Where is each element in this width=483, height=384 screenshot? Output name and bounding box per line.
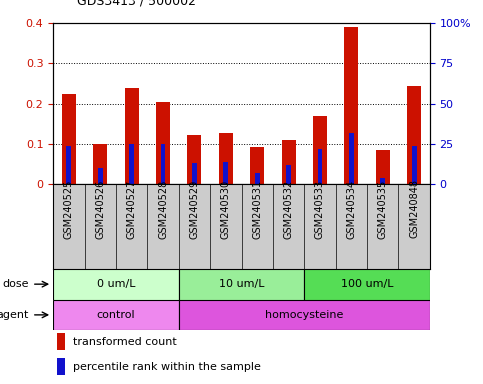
- Text: dose: dose: [3, 279, 29, 289]
- Bar: [282, 140, 296, 184]
- Bar: [53, 269, 179, 300]
- Bar: [318, 149, 322, 184]
- Bar: [156, 102, 170, 184]
- Bar: [224, 162, 228, 184]
- Text: control: control: [97, 310, 135, 320]
- Bar: [344, 27, 358, 184]
- Bar: [129, 144, 134, 184]
- Bar: [62, 94, 76, 184]
- Bar: [192, 163, 197, 184]
- Bar: [98, 168, 102, 184]
- Text: 0 um/L: 0 um/L: [97, 279, 135, 289]
- Bar: [250, 147, 264, 184]
- Bar: [304, 269, 430, 300]
- Text: 100 um/L: 100 um/L: [341, 279, 393, 289]
- Bar: [286, 165, 291, 184]
- Bar: [376, 150, 390, 184]
- Bar: [179, 269, 304, 300]
- Bar: [219, 133, 233, 184]
- Text: percentile rank within the sample: percentile rank within the sample: [73, 362, 261, 372]
- Text: transformed count: transformed count: [73, 337, 177, 347]
- Text: GDS3413 / 500002: GDS3413 / 500002: [77, 0, 196, 8]
- Text: homocysteine: homocysteine: [265, 310, 343, 320]
- Bar: [57, 358, 65, 375]
- Bar: [57, 333, 65, 350]
- Bar: [67, 146, 71, 184]
- Bar: [93, 144, 107, 184]
- Bar: [407, 86, 421, 184]
- Bar: [255, 173, 259, 184]
- Bar: [412, 146, 416, 184]
- Text: agent: agent: [0, 310, 29, 320]
- Bar: [313, 116, 327, 184]
- Bar: [187, 135, 201, 184]
- Bar: [53, 300, 179, 330]
- Bar: [125, 88, 139, 184]
- Text: 10 um/L: 10 um/L: [219, 279, 264, 289]
- Bar: [161, 144, 165, 184]
- Bar: [179, 300, 430, 330]
- Bar: [381, 178, 385, 184]
- Bar: [349, 133, 354, 184]
